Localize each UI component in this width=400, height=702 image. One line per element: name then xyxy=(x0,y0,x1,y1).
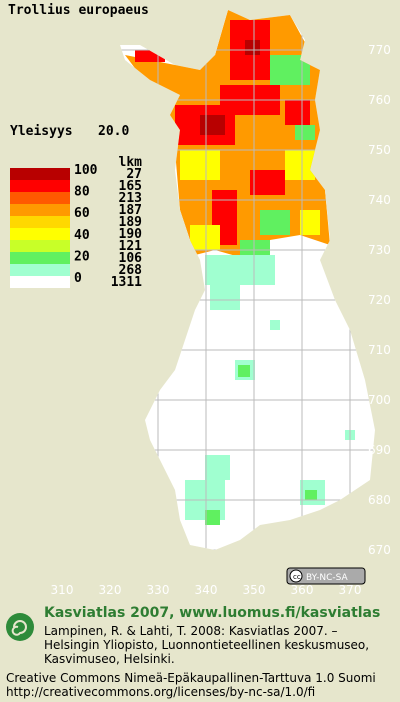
x-axis-label: 360 xyxy=(291,583,314,597)
logo xyxy=(6,613,34,641)
y-axis-label: 710 xyxy=(368,343,391,357)
citation: Lampinen, R. & Lahti, T. 2008: Kasviatla… xyxy=(44,624,338,638)
x-axis-label: 320 xyxy=(99,583,122,597)
y-axis-label: 670 xyxy=(368,543,391,557)
citation: Helsingin Yliopisto, Luonnontieteellinen… xyxy=(44,638,369,652)
y-axis-label: 750 xyxy=(368,143,391,157)
y-axis-label: 770 xyxy=(368,43,391,57)
legend-swatch xyxy=(10,192,70,204)
count-label: 1311 xyxy=(111,275,142,290)
x-axis-label: 340 xyxy=(195,583,218,597)
count-label: 121 xyxy=(119,239,143,254)
legend-swatch xyxy=(10,276,70,288)
legend-swatch xyxy=(10,180,70,192)
x-axis-label: 330 xyxy=(147,583,170,597)
x-axis-label: 350 xyxy=(243,583,266,597)
y-axis-label: 680 xyxy=(368,493,391,507)
x-axis-label: 310 xyxy=(51,583,74,597)
y-axis-label: 720 xyxy=(368,293,391,307)
frequency-value: 20.0 xyxy=(98,124,129,139)
cc-badge: cc BY-NC-SA xyxy=(286,567,366,585)
y-axis-label: 690 xyxy=(368,443,391,457)
count-label: 187 xyxy=(119,203,142,218)
y-axis-label: 730 xyxy=(368,243,391,257)
finland-map xyxy=(120,10,375,550)
badge-text: BY-NC-SA xyxy=(306,573,349,583)
legend-swatch xyxy=(10,228,70,240)
citation: Kasvimuseo, Helsinki. xyxy=(44,652,175,666)
y-axis-label: 740 xyxy=(368,193,391,207)
scale-label: 100 xyxy=(74,163,98,178)
count-label: 189 xyxy=(119,215,142,230)
license-text: Creative Commons Nimeä-Epäkaupallinen-Ta… xyxy=(6,671,376,685)
legend-swatch xyxy=(10,264,70,276)
count-label: 190 xyxy=(119,227,143,242)
y-axis-label: 700 xyxy=(368,393,391,407)
legend-swatch xyxy=(10,204,70,216)
legend-swatch xyxy=(10,240,70,252)
count-header: lkm xyxy=(119,155,143,170)
scale-label: 20 xyxy=(74,249,90,264)
scale-label: 0 xyxy=(74,271,82,286)
count-label: 106 xyxy=(119,251,143,266)
species-title: Trollius europaeus xyxy=(8,3,149,18)
y-axis-label: 760 xyxy=(368,93,391,107)
frequency-label: Yleisyys xyxy=(10,124,73,139)
count-label: 213 xyxy=(119,191,142,206)
count-label: 27 xyxy=(126,167,142,182)
legend-swatch xyxy=(10,168,70,180)
count-label: 268 xyxy=(119,263,143,278)
svg-text:cc: cc xyxy=(293,573,301,581)
license-url: http://creativecommons.org/licenses/by-n… xyxy=(6,685,315,699)
legend-swatch xyxy=(10,252,70,264)
scale-label: 60 xyxy=(74,206,90,221)
legend-swatch xyxy=(10,216,70,228)
scale-label: 40 xyxy=(74,228,90,243)
x-axis-label: 370 xyxy=(339,583,362,597)
legend: 100 80 60 40 20 0 lkm2716521318718919012110626… xyxy=(10,155,142,290)
scale-label: 80 xyxy=(74,185,90,200)
count-label: 165 xyxy=(119,179,142,194)
axis-labels: 770 760 750 740 730 720 710 700 690 680 670 310 320 3… xyxy=(51,43,391,597)
footer-heading: Kasviatlas 2007, www.luomus.fi/kasviatla… xyxy=(44,605,380,621)
